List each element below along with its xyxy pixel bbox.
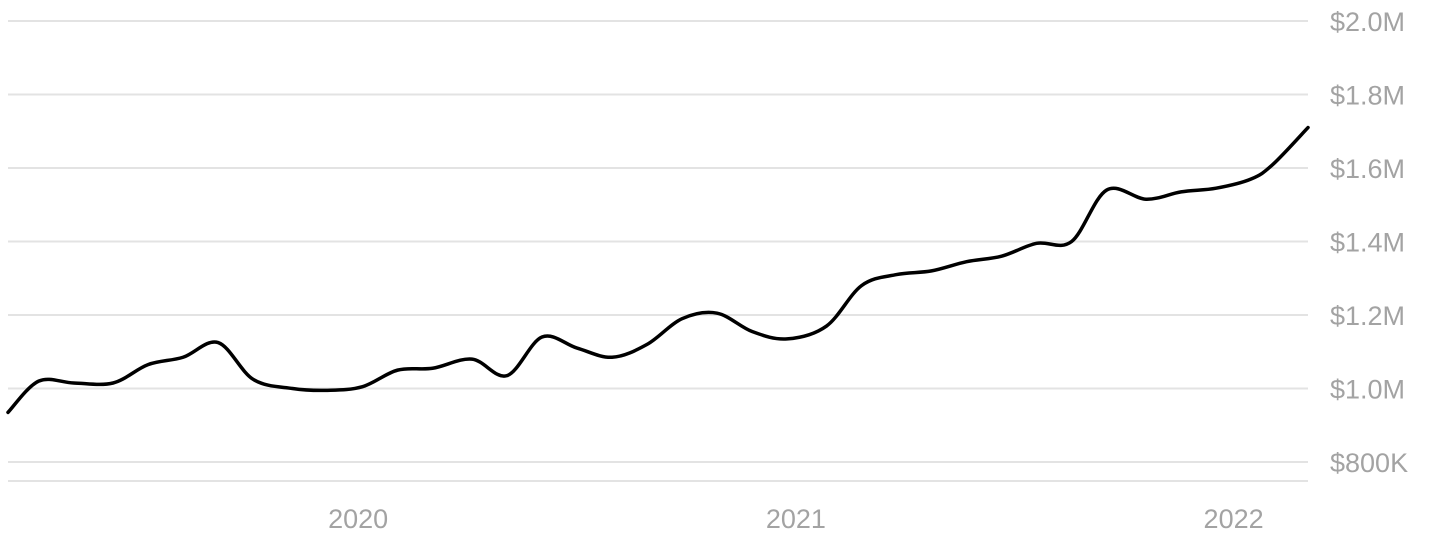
x-tick-label: 2022	[1204, 504, 1264, 534]
y-tick-label: $800K	[1330, 448, 1408, 478]
y-tick-label: $1.4M	[1330, 228, 1405, 258]
x-tick-label: 2020	[328, 504, 388, 534]
y-tick-label: $2.0M	[1330, 7, 1405, 37]
series-line	[6, 125, 1310, 415]
x-axis-tick-labels: 2020 2021 2022	[328, 504, 1263, 534]
y-tick-label: $1.0M	[1330, 375, 1405, 405]
y-tick-label: $1.8M	[1330, 81, 1405, 111]
y-tick-label: $1.2M	[1330, 301, 1405, 331]
x-tick-label: 2021	[766, 504, 826, 534]
y-tick-label: $1.6M	[1330, 154, 1405, 184]
gridlines	[8, 20, 1308, 463]
y-axis-tick-labels: $800K $1.0M $1.2M $1.4M $1.6M $1.8M $2.0M	[1330, 7, 1408, 478]
